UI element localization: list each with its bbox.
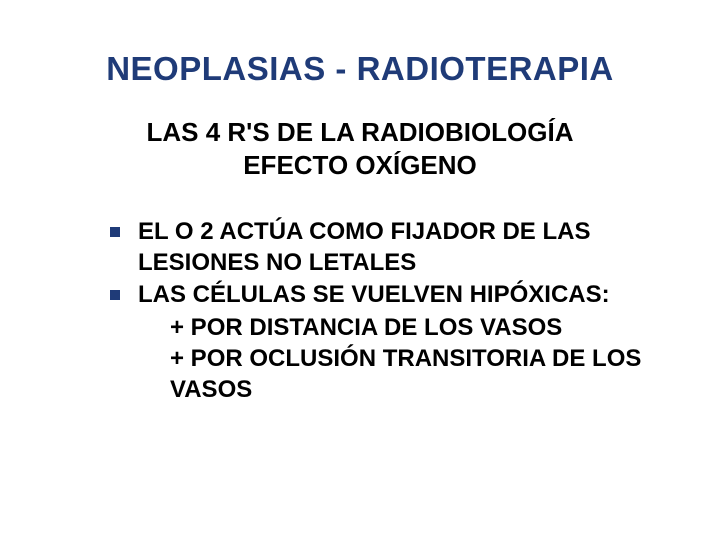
bullet-text: EL O 2 ACTÚA COMO FIJADOR DE LAS LESIONE… bbox=[138, 217, 660, 278]
slide-container: NEOPLASIAS - RADIOTERAPIA LAS 4 R'S DE L… bbox=[0, 0, 720, 540]
bullet-square-icon bbox=[110, 290, 120, 300]
bullet-square-icon bbox=[110, 227, 120, 237]
bullet-subline: + POR DISTANCIA DE LOS VASOS bbox=[110, 313, 660, 344]
bullet-item: LAS CÉLULAS SE VUELVEN HIPÓXICAS: bbox=[110, 280, 660, 311]
bullet-subline: + POR OCLUSIÓN TRANSITORIA DE LOS VASOS bbox=[110, 344, 660, 405]
bullet-item: EL O 2 ACTÚA COMO FIJADOR DE LAS LESIONE… bbox=[110, 217, 660, 278]
slide-subtitle: LAS 4 R'S DE LA RADIOBIOLOGÍA EFECTO OXÍ… bbox=[40, 116, 680, 181]
subtitle-line-1: LAS 4 R'S DE LA RADIOBIOLOGÍA bbox=[40, 116, 680, 149]
slide-title: NEOPLASIAS - RADIOTERAPIA bbox=[40, 50, 680, 88]
slide-body: EL O 2 ACTÚA COMO FIJADOR DE LAS LESIONE… bbox=[40, 217, 680, 405]
bullet-text: LAS CÉLULAS SE VUELVEN HIPÓXICAS: bbox=[138, 280, 610, 311]
subtitle-line-2: EFECTO OXÍGENO bbox=[40, 149, 680, 182]
